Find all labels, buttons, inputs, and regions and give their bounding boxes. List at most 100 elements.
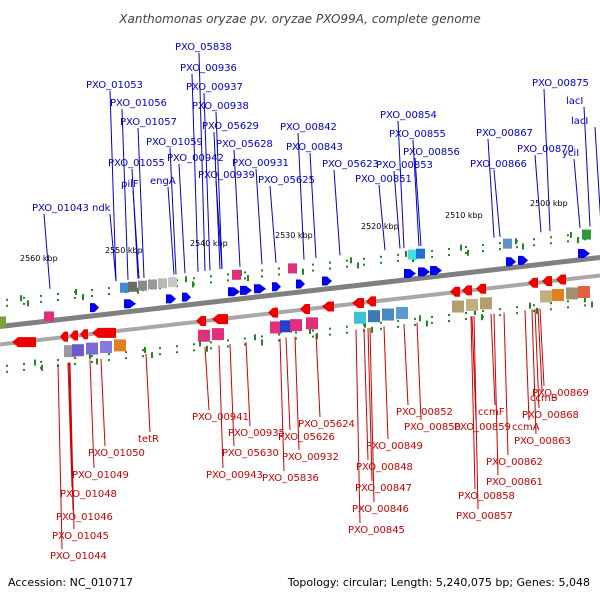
forward-gene-label[interactable]: lacI <box>566 96 583 107</box>
reverse-gene-label[interactable]: ccmB <box>530 393 558 404</box>
reverse-gene-label[interactable]: PXO_01050 <box>88 448 145 459</box>
reverse-gene-label[interactable]: PXO_00849 <box>366 441 423 452</box>
forward-gene-label[interactable]: PXO_00851 <box>355 174 412 185</box>
forward-gene-block[interactable] <box>168 277 177 288</box>
forward-gene-label[interactable]: PXO_05838 <box>175 42 232 53</box>
forward-gene-label[interactable]: PXO_01055 <box>108 158 165 169</box>
reverse-gene-block[interactable] <box>212 328 224 341</box>
forward-gene-label[interactable]: PXO_00843 <box>286 142 343 153</box>
forward-gene-arrow[interactable] <box>322 276 332 286</box>
forward-gene-label[interactable]: PXO_00937 <box>186 82 243 93</box>
forward-gene-label[interactable]: PXO_05629 <box>202 121 259 132</box>
reverse-gene-label[interactable]: PXO_00932 <box>282 452 339 463</box>
reverse-gene-arrow[interactable] <box>92 327 116 338</box>
forward-gene-label[interactable]: PXO_00854 <box>380 110 437 121</box>
forward-gene-label[interactable]: pilF <box>121 179 139 190</box>
reverse-gene-arrow[interactable] <box>476 283 486 294</box>
reverse-strand-features[interactable] <box>12 274 590 358</box>
reverse-gene-label[interactable]: PXO_00848 <box>356 462 413 473</box>
reverse-gene-label[interactable]: PXO_01044 <box>50 551 107 562</box>
forward-gene-arrow[interactable] <box>518 255 528 265</box>
forward-gene-label[interactable]: PXO_05625 <box>258 175 315 186</box>
forward-gene-block[interactable] <box>503 238 512 249</box>
reverse-gene-block[interactable] <box>566 287 578 300</box>
reverse-gene-label[interactable]: ccmA <box>512 422 540 433</box>
reverse-gene-block[interactable] <box>480 297 492 310</box>
forward-gene-block[interactable] <box>582 229 591 240</box>
reverse-gene-arrow[interactable] <box>70 330 78 341</box>
reverse-gene-arrow[interactable] <box>80 329 88 340</box>
reverse-gene-label[interactable]: PXO_00863 <box>514 436 571 447</box>
forward-gene-block[interactable] <box>138 280 147 291</box>
forward-gene-arrow[interactable] <box>418 267 430 277</box>
reverse-gene-label[interactable]: PXO_00862 <box>486 457 543 468</box>
forward-gene-block[interactable] <box>416 248 425 259</box>
reverse-gene-arrow[interactable] <box>366 296 376 307</box>
forward-gene-block[interactable] <box>158 278 167 289</box>
reverse-gene-label[interactable]: ccmF <box>478 407 505 418</box>
reverse-gene-arrow[interactable] <box>300 304 310 314</box>
reverse-gene-block[interactable] <box>540 290 552 303</box>
forward-gene-label[interactable]: PXO_00855 <box>389 129 446 140</box>
forward-gene-label[interactable]: PXO_00936 <box>180 63 237 74</box>
forward-gene-label[interactable]: PXO_01053 <box>86 80 143 91</box>
forward-gene-label[interactable]: PXO_00939 <box>198 170 255 181</box>
reverse-gene-arrow[interactable] <box>196 315 206 326</box>
reverse-gene-label[interactable]: PXO_05624 <box>298 419 355 430</box>
forward-gene-label[interactable]: lacI <box>571 116 588 127</box>
reverse-gene-label[interactable]: PXO_00935 <box>228 428 285 439</box>
forward-gene-label[interactable]: PXO_01056 <box>110 98 167 109</box>
forward-gene-label[interactable]: PXO_00853 <box>376 160 433 171</box>
reverse-gene-label[interactable]: PXO_01049 <box>72 470 129 481</box>
forward-gene-label[interactable]: PXO_00875 <box>532 78 589 89</box>
forward-gene-arrow[interactable] <box>272 282 281 292</box>
forward-gene-block[interactable] <box>44 311 54 322</box>
reverse-gene-arrow[interactable] <box>556 274 566 285</box>
forward-gene-arrow[interactable] <box>124 299 136 309</box>
forward-gene-arrow[interactable] <box>404 269 416 279</box>
reverse-gene-block[interactable] <box>466 298 478 311</box>
forward-gene-label[interactable]: PXO_00856 <box>403 147 460 158</box>
forward-gene-arrow[interactable] <box>296 279 305 289</box>
reverse-gene-label[interactable]: PXO_01048 <box>60 489 117 500</box>
reverse-gene-label[interactable]: PXO_05836 <box>262 473 319 484</box>
forward-gene-block[interactable] <box>408 249 417 260</box>
forward-gene-label[interactable]: ndk <box>92 203 111 214</box>
forward-gene-label[interactable]: PXO_05623 <box>322 159 379 170</box>
forward-gene-label[interactable]: PXO_00870 <box>517 144 574 155</box>
reverse-gene-label[interactable]: PXO_00852 <box>396 407 453 418</box>
reverse-gene-label[interactable]: PXO_00868 <box>522 410 579 421</box>
reverse-gene-label[interactable]: PXO_00845 <box>348 525 405 536</box>
reverse-gene-block[interactable] <box>396 306 408 319</box>
forward-gene-label[interactable]: PXO_00866 <box>470 159 527 170</box>
reverse-gene-arrow[interactable] <box>352 298 364 309</box>
reverse-gene-label[interactable]: PXO_00858 <box>458 491 515 502</box>
reverse-gene-block[interactable] <box>382 308 394 321</box>
reverse-gene-block[interactable] <box>354 311 366 324</box>
reverse-gene-label[interactable]: PXO_00861 <box>486 477 543 488</box>
forward-gene-label[interactable]: yciI <box>562 148 579 159</box>
reverse-gene-block[interactable] <box>452 300 464 313</box>
forward-gene-arrow[interactable] <box>90 303 99 313</box>
forward-gene-arrow[interactable] <box>430 266 442 276</box>
forward-gene-label[interactable]: PXO_01043 <box>32 203 89 214</box>
reverse-gene-block[interactable] <box>270 321 282 334</box>
reverse-gene-label[interactable]: PXO_00943 <box>206 470 263 481</box>
forward-gene-label[interactable]: PXO_00842 <box>280 122 337 133</box>
reverse-gene-arrow[interactable] <box>212 314 228 325</box>
forward-gene-label[interactable]: PXO_00942 <box>167 153 224 164</box>
forward-gene-block[interactable] <box>120 282 129 293</box>
reverse-gene-label[interactable]: PXO_00941 <box>192 412 249 423</box>
forward-gene-label[interactable]: PXO_01057 <box>120 117 177 128</box>
forward-gene-label[interactable]: engA <box>150 176 176 187</box>
reverse-gene-arrow[interactable] <box>528 277 538 288</box>
forward-gene-label[interactable]: PXO_01059 <box>146 137 203 148</box>
forward-gene-block[interactable] <box>232 269 241 280</box>
reverse-gene-label[interactable]: PXO_00847 <box>355 483 412 494</box>
forward-gene-arrow[interactable] <box>228 287 240 297</box>
reverse-gene-block[interactable] <box>306 317 318 330</box>
reverse-gene-block[interactable] <box>100 341 112 353</box>
reverse-gene-block[interactable] <box>198 329 210 342</box>
reverse-gene-label[interactable]: PXO_00857 <box>456 511 513 522</box>
forward-gene-label[interactable]: PXO_00931 <box>232 158 289 169</box>
